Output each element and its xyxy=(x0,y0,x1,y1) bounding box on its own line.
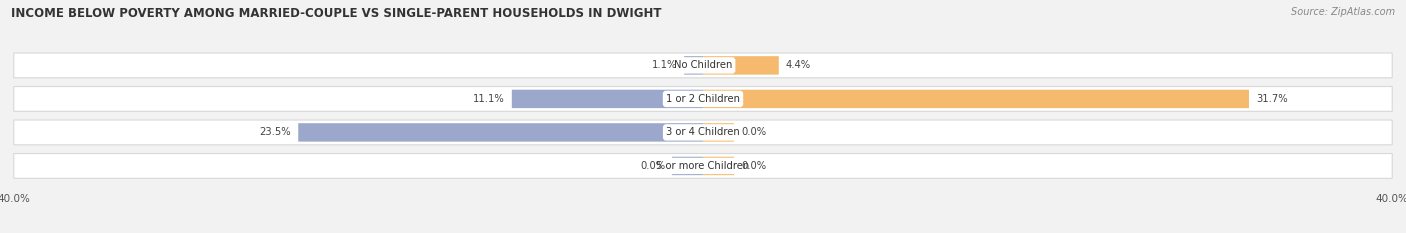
FancyBboxPatch shape xyxy=(685,56,703,75)
FancyBboxPatch shape xyxy=(14,86,1392,111)
Text: 4.4%: 4.4% xyxy=(786,60,811,70)
FancyBboxPatch shape xyxy=(703,123,734,142)
FancyBboxPatch shape xyxy=(14,154,1392,178)
Text: 23.5%: 23.5% xyxy=(260,127,291,137)
Text: 0.0%: 0.0% xyxy=(640,161,665,171)
Text: Source: ZipAtlas.com: Source: ZipAtlas.com xyxy=(1291,7,1395,17)
Text: 3 or 4 Children: 3 or 4 Children xyxy=(666,127,740,137)
FancyBboxPatch shape xyxy=(703,56,779,75)
Text: 1.1%: 1.1% xyxy=(652,60,678,70)
Text: 31.7%: 31.7% xyxy=(1256,94,1288,104)
FancyBboxPatch shape xyxy=(298,123,703,142)
Text: 11.1%: 11.1% xyxy=(474,94,505,104)
Text: No Children: No Children xyxy=(673,60,733,70)
FancyBboxPatch shape xyxy=(14,120,1392,145)
FancyBboxPatch shape xyxy=(14,53,1392,78)
FancyBboxPatch shape xyxy=(672,157,703,175)
Text: 0.0%: 0.0% xyxy=(741,161,766,171)
Text: INCOME BELOW POVERTY AMONG MARRIED-COUPLE VS SINGLE-PARENT HOUSEHOLDS IN DWIGHT: INCOME BELOW POVERTY AMONG MARRIED-COUPL… xyxy=(11,7,662,20)
FancyBboxPatch shape xyxy=(703,90,1249,108)
FancyBboxPatch shape xyxy=(512,90,703,108)
FancyBboxPatch shape xyxy=(703,157,734,175)
Text: 0.0%: 0.0% xyxy=(741,127,766,137)
Text: 1 or 2 Children: 1 or 2 Children xyxy=(666,94,740,104)
Text: 5 or more Children: 5 or more Children xyxy=(657,161,749,171)
